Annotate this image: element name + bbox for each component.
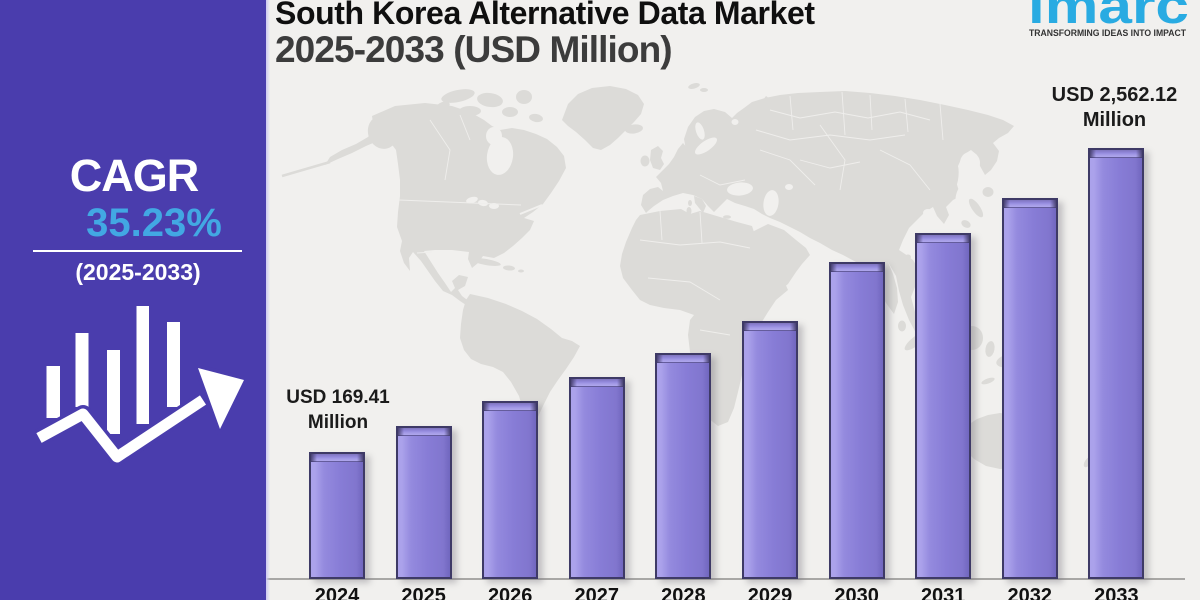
svg-text:TRANSFORMING IDEAS INTO IMPACT: TRANSFORMING IDEAS INTO IMPACT — [1029, 28, 1186, 39]
svg-text:imarc: imarc — [1028, 0, 1189, 34]
